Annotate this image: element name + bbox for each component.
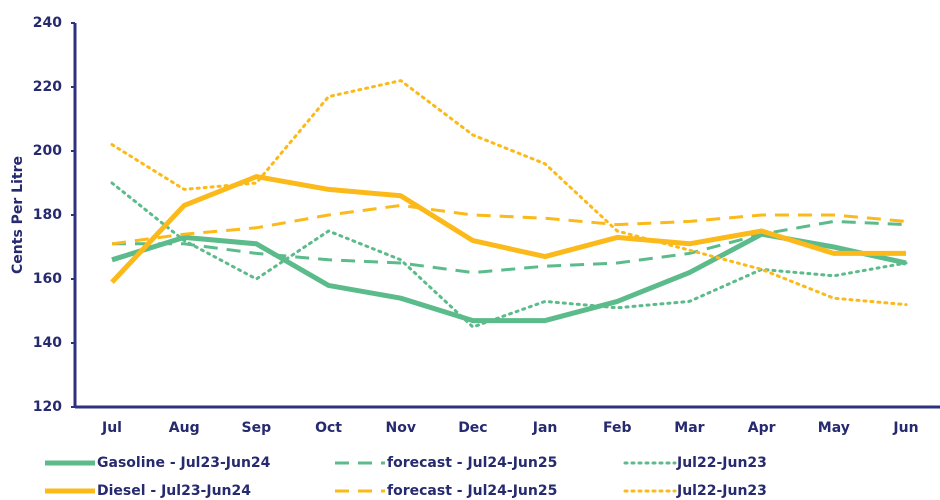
y-tick-label: 240 [33, 15, 62, 31]
y-tick-label: 140 [33, 335, 62, 351]
legend-label: Jul22-Jun23 [676, 455, 767, 471]
y-tick-label: 180 [33, 207, 62, 223]
x-tick-label: Dec [458, 420, 487, 436]
y-tick-label: 120 [33, 399, 62, 415]
x-tick-label: Mar [674, 420, 704, 436]
series-line [111, 203, 907, 246]
legend-label: Jul22-Jun23 [676, 483, 767, 499]
y-axis-label: Cents Per Litre [10, 156, 26, 274]
y-tick-label: 160 [33, 271, 62, 287]
x-tick-label: Jan [532, 420, 558, 436]
legend-label: forecast - Jul24-Jun25 [387, 483, 557, 499]
x-tick-label: Oct [315, 420, 342, 436]
y-tick-label: 200 [33, 143, 62, 159]
x-tick-label: Jun [892, 420, 918, 436]
y-tick-label: 220 [33, 79, 62, 95]
x-tick-label: Nov [385, 420, 415, 436]
x-tick-label: May [818, 420, 850, 436]
x-tick-label: Jul [101, 420, 122, 436]
x-tick-label: Sep [242, 420, 272, 436]
series-line [110, 174, 906, 284]
x-tick-label: Apr [748, 420, 776, 436]
series-line [110, 181, 908, 329]
series-line [112, 219, 907, 275]
legend-label: Diesel - Jul23-Jun24 [97, 483, 251, 499]
legend-label: Gasoline - Jul23-Jun24 [97, 455, 271, 471]
x-tick-label: Aug [169, 420, 200, 436]
series-line [110, 79, 908, 307]
x-tick-label: Feb [603, 420, 632, 436]
legend-label: forecast - Jul24-Jun25 [387, 455, 557, 471]
